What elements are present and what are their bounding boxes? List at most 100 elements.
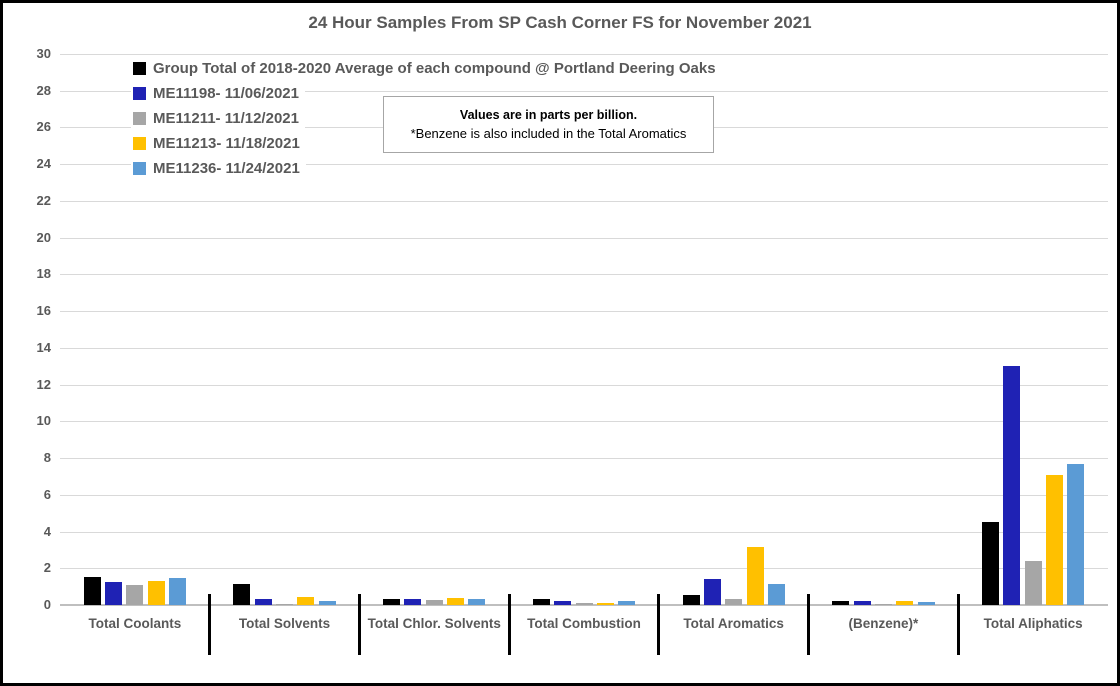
y-tick-label: 18 xyxy=(36,266,51,282)
annotation-units-note: Values are in parts per billion. xyxy=(459,108,638,123)
legend: Group Total of 2018-2020 Average of each… xyxy=(131,59,722,184)
y-tick-label: 0 xyxy=(43,597,51,612)
bar xyxy=(575,603,593,605)
bar xyxy=(853,601,871,605)
bar xyxy=(168,578,186,605)
legend-label: ME11198- 11/06/2021 xyxy=(153,85,299,102)
legend-swatch-icon xyxy=(133,137,146,150)
gridline xyxy=(60,200,1108,202)
y-tick-label: 10 xyxy=(36,413,51,429)
category-label: Total Solvents xyxy=(238,616,331,631)
category-label: (Benzene)* xyxy=(848,616,919,631)
bar xyxy=(982,522,1000,605)
category-separator xyxy=(807,594,811,655)
y-tick-label: 30 xyxy=(36,46,51,61)
gridline xyxy=(60,311,1108,313)
category-label: Total Aliphatics xyxy=(983,616,1083,631)
gridline xyxy=(60,421,1108,423)
legend-swatch-icon xyxy=(133,62,146,75)
legend-item: Group Total of 2018-2020 Average of each… xyxy=(131,59,722,78)
legend-item: ME11211- 11/12/2021 xyxy=(131,109,305,128)
bar xyxy=(233,583,251,605)
bar xyxy=(532,599,550,605)
category-label: Total Coolants xyxy=(88,616,182,631)
gridline xyxy=(60,347,1108,349)
gridline xyxy=(60,494,1108,496)
legend-item: ME11236- 11/24/2021 xyxy=(131,159,306,178)
legend-swatch-icon xyxy=(133,162,146,175)
bar xyxy=(596,603,614,605)
bar xyxy=(83,577,101,605)
bar xyxy=(404,599,422,605)
bar xyxy=(554,601,572,605)
annotation-box: Values are in parts per billion. *Benzen… xyxy=(383,96,714,153)
legend-item: ME11198- 11/06/2021 xyxy=(131,84,305,103)
gridline xyxy=(60,274,1108,276)
category-separator xyxy=(956,594,960,655)
category-label: Total Combustion xyxy=(527,616,641,631)
category-label: Total Aromatics xyxy=(683,616,784,631)
bar xyxy=(703,579,721,605)
legend-item: ME11213- 11/18/2021 xyxy=(131,134,306,153)
y-tick-label: 8 xyxy=(43,450,51,466)
category-separator xyxy=(357,594,361,655)
gridline xyxy=(60,384,1108,386)
bar xyxy=(276,604,294,605)
bar xyxy=(874,604,892,605)
y-tick-label: 28 xyxy=(36,82,51,98)
bar xyxy=(468,599,486,605)
gridline xyxy=(60,531,1108,533)
y-tick-label: 26 xyxy=(36,119,51,135)
bar xyxy=(725,598,743,605)
bar xyxy=(126,584,144,605)
bar xyxy=(425,600,443,605)
gridline xyxy=(60,54,1108,55)
gridline xyxy=(60,164,1108,166)
gridline xyxy=(60,458,1108,460)
y-tick-label: 16 xyxy=(36,303,51,319)
legend-label: ME11211- 11/12/2021 xyxy=(153,110,299,127)
bar xyxy=(318,601,336,605)
y-tick-label: 20 xyxy=(36,229,51,245)
legend-label: Group Total of 2018-2020 Average of each… xyxy=(153,60,716,77)
y-tick-label: 12 xyxy=(36,376,51,392)
bar xyxy=(917,602,935,605)
bar xyxy=(383,598,401,605)
category-separator xyxy=(208,594,212,655)
bar xyxy=(447,597,465,605)
bar xyxy=(896,601,914,605)
y-tick-label: 4 xyxy=(43,523,51,539)
bar xyxy=(1003,366,1021,605)
y-tick-label: 6 xyxy=(43,486,51,502)
annotation-benzene-note: *Benzene is also included in the Total A… xyxy=(410,125,687,141)
bar xyxy=(1045,474,1063,605)
category-separator xyxy=(507,594,511,655)
category-separator xyxy=(657,594,661,655)
y-tick-label: 24 xyxy=(36,156,51,172)
legend-label: ME11236- 11/24/2021 xyxy=(153,160,300,177)
bar xyxy=(832,601,850,605)
legend-swatch-icon xyxy=(133,87,146,100)
bar xyxy=(618,601,636,605)
chart-title: 24 Hour Samples From SP Cash Corner FS f… xyxy=(308,13,812,32)
bar xyxy=(297,596,315,605)
y-tick-label: 14 xyxy=(36,339,51,355)
bar xyxy=(254,599,272,605)
x-axis-line xyxy=(60,604,1108,606)
gridline xyxy=(60,568,1108,570)
bar xyxy=(746,547,764,605)
bar xyxy=(105,582,123,605)
bar xyxy=(1024,560,1042,605)
gridline xyxy=(60,237,1108,239)
bar xyxy=(147,581,165,605)
legend-swatch-icon xyxy=(133,112,146,125)
bar xyxy=(1067,463,1085,605)
bar xyxy=(682,594,700,605)
gridline xyxy=(60,90,1108,92)
bar xyxy=(767,583,785,605)
y-tick-label: 22 xyxy=(36,192,51,208)
category-label: Total Chlor. Solvents xyxy=(367,616,501,631)
legend-label: ME11213- 11/18/2021 xyxy=(153,135,300,152)
y-tick-label: 2 xyxy=(43,560,51,576)
